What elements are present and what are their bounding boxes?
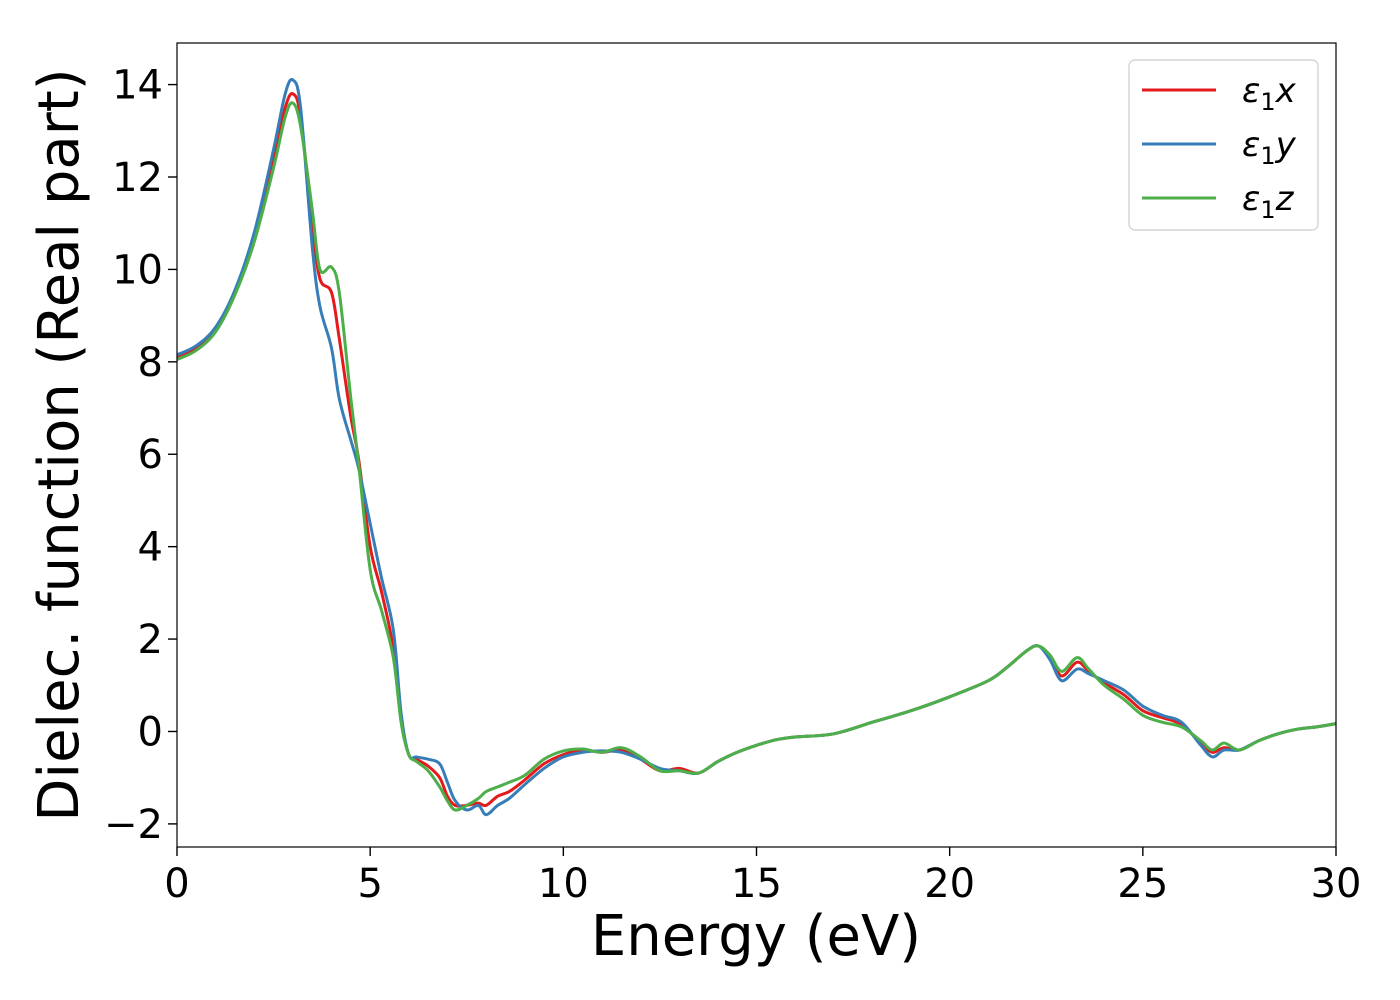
y-axis-ticks: −2 0 2 4 6 8 10 12 14 bbox=[104, 63, 177, 848]
legend: ε1x ε1y ε1z bbox=[1128, 59, 1319, 231]
y-tick-label: 4 bbox=[138, 525, 163, 571]
legend-label-z: ε1z bbox=[1242, 179, 1295, 224]
y-tick-label: 10 bbox=[112, 247, 163, 293]
x-tick-label: 10 bbox=[538, 861, 589, 907]
y-tick-label: −2 bbox=[104, 802, 163, 848]
series-line-y bbox=[176, 77, 1337, 817]
x-tick-label: 5 bbox=[357, 861, 382, 907]
legend-box bbox=[1128, 59, 1319, 231]
y-axis-label: Dielec. function (Real part) bbox=[27, 68, 92, 821]
x-tick-label: 0 bbox=[164, 861, 189, 907]
series-line-z bbox=[176, 101, 1337, 812]
x-tick-label: 25 bbox=[1117, 861, 1168, 907]
x-axis-label: Energy (eV) bbox=[591, 904, 921, 969]
x-tick-label: 20 bbox=[924, 861, 975, 907]
legend-label-x: ε1x bbox=[1242, 71, 1297, 116]
x-tick-label: 15 bbox=[731, 861, 782, 907]
x-axis-ticks: 0 5 10 15 20 25 30 bbox=[164, 847, 1361, 907]
y-tick-label: 0 bbox=[138, 709, 163, 755]
y-tick-label: 8 bbox=[138, 340, 163, 386]
y-tick-label: 2 bbox=[138, 617, 163, 663]
legend-label-y: ε1y bbox=[1242, 125, 1297, 170]
plot-lines bbox=[176, 77, 1337, 817]
x-tick-label: 30 bbox=[1311, 861, 1362, 907]
y-tick-label: 12 bbox=[112, 155, 163, 201]
y-tick-label: 14 bbox=[112, 63, 163, 109]
y-tick-label: 6 bbox=[138, 432, 163, 478]
